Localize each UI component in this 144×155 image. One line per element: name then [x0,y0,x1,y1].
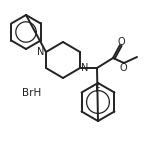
Text: N: N [37,47,45,57]
Text: F: F [95,84,101,94]
Text: N: N [81,63,89,73]
Text: BrH: BrH [22,88,42,98]
Text: O: O [117,37,125,47]
Text: O: O [119,63,127,73]
